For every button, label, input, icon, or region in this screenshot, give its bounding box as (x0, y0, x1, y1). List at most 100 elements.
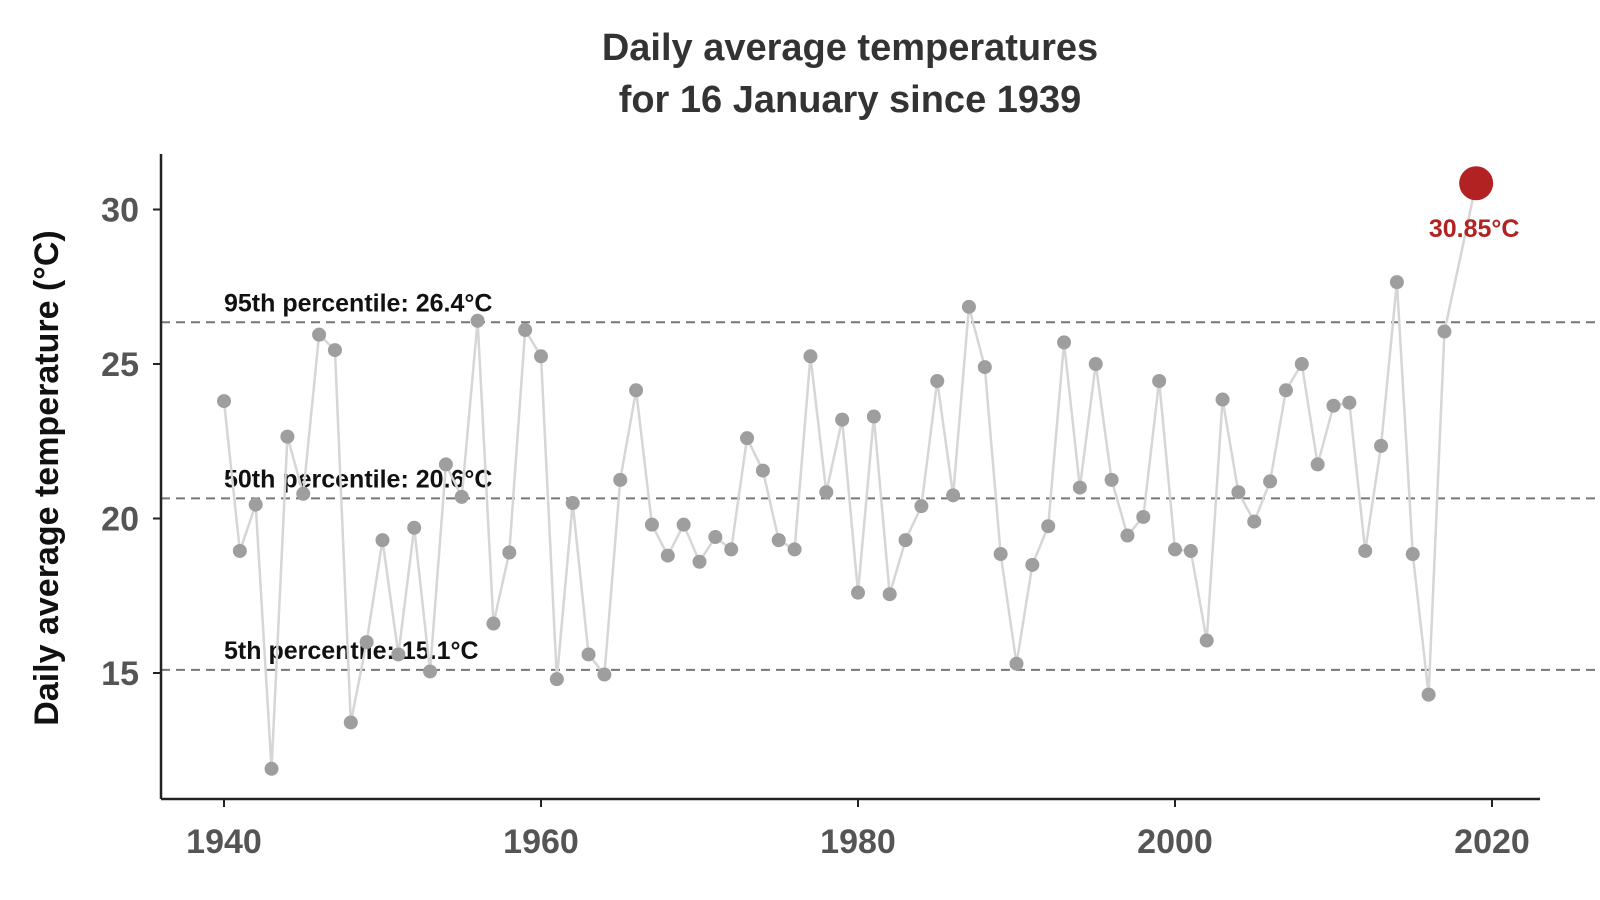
data-point (660, 548, 675, 563)
x-tick-label: 1940 (186, 823, 262, 861)
highlight-point (1459, 166, 1494, 201)
highlight-value-label: 30.85°C (1429, 215, 1520, 243)
data-point (977, 360, 992, 375)
data-point (771, 533, 786, 548)
x-tick-label: 2020 (1454, 823, 1530, 861)
data-point (1136, 509, 1151, 524)
y-tick-label: 20 (101, 501, 139, 539)
data-point (803, 349, 818, 364)
ticks: 1940 1960 1980 2000 2020 15 20 25 30 (101, 192, 1530, 862)
data-point (280, 429, 295, 444)
data-point (502, 545, 517, 560)
data-point (882, 587, 897, 602)
data-point (1437, 324, 1452, 339)
data-point (740, 431, 755, 446)
data-point (1120, 528, 1135, 543)
data-point (787, 542, 802, 557)
data-point (1358, 543, 1373, 558)
data-point (1278, 383, 1293, 398)
data-point (375, 533, 390, 548)
data-point (914, 499, 929, 514)
data-point (1247, 514, 1262, 529)
chart-title-line-1: Daily average temperatures (602, 27, 1098, 69)
data-point (486, 616, 501, 631)
data-point (1041, 519, 1056, 534)
y-tick-label: 15 (101, 655, 139, 693)
data-point (597, 667, 612, 682)
data-point (1168, 542, 1182, 557)
data-point (1389, 275, 1404, 290)
data-point (851, 585, 865, 600)
data-point (1199, 633, 1214, 648)
data-point (835, 412, 850, 427)
data-point (343, 715, 358, 730)
data-point (264, 761, 279, 776)
data-point (549, 672, 564, 687)
data-point (692, 554, 707, 569)
chart-title-line-2: for 16 January since 1939 (619, 79, 1082, 121)
data-point (1183, 543, 1198, 558)
data-point (613, 472, 628, 487)
reference-line-label: 5th percentile: 15.1°C (224, 637, 479, 665)
y-tick-label: 30 (101, 192, 139, 230)
data-point (724, 542, 739, 557)
data-point (1215, 392, 1230, 407)
highlight-group: 30.85°C (1429, 166, 1520, 243)
data-point (581, 647, 596, 662)
data-point (1072, 480, 1087, 495)
data-point (1342, 395, 1357, 410)
data-point (438, 457, 453, 472)
data-point (1310, 457, 1325, 472)
data-point (708, 530, 723, 545)
data-point (930, 373, 945, 388)
axes (159, 154, 1540, 801)
data-point (454, 489, 469, 504)
data-point (1152, 373, 1167, 388)
data-point (232, 543, 247, 558)
data-point (993, 547, 1008, 562)
data-point (391, 647, 406, 662)
data-point (1421, 687, 1436, 702)
data-point (946, 488, 961, 503)
data-point (755, 463, 770, 478)
data-point (565, 496, 580, 511)
chart-title: Daily average temperatures for 16 Januar… (602, 27, 1098, 121)
data-point (1104, 472, 1119, 487)
data-point (248, 497, 263, 512)
data-point (312, 327, 327, 342)
data-point (217, 394, 231, 409)
data-series (217, 182, 1478, 776)
data-point (470, 313, 485, 328)
data-point (423, 664, 438, 679)
data-point (898, 533, 913, 548)
y-tick-label: 25 (101, 346, 139, 384)
data-point (534, 349, 548, 364)
data-point (676, 517, 691, 532)
data-point (644, 517, 659, 532)
data-point (1231, 485, 1246, 500)
y-axis-label: Daily average temperature (°C) (28, 230, 66, 725)
data-point (961, 299, 976, 314)
x-tick-label: 1980 (820, 823, 896, 861)
data-point (1263, 474, 1278, 489)
reference-line-label: 95th percentile: 26.4°C (224, 289, 492, 317)
data-point (518, 323, 533, 338)
data-point (1025, 557, 1040, 572)
data-point (407, 520, 422, 535)
data-point (1009, 656, 1024, 671)
data-point (629, 383, 644, 398)
data-point (296, 486, 311, 501)
data-point (819, 485, 834, 500)
data-point (1088, 357, 1103, 371)
data-point (359, 635, 374, 650)
x-tick-label: 2000 (1137, 823, 1213, 861)
data-point (1405, 547, 1420, 562)
data-point (1326, 398, 1341, 413)
data-point (866, 409, 881, 424)
data-point (1294, 357, 1309, 371)
x-tick-label: 1960 (503, 823, 579, 861)
data-point (1057, 335, 1072, 350)
data-point (1374, 438, 1389, 453)
data-point (327, 343, 342, 358)
